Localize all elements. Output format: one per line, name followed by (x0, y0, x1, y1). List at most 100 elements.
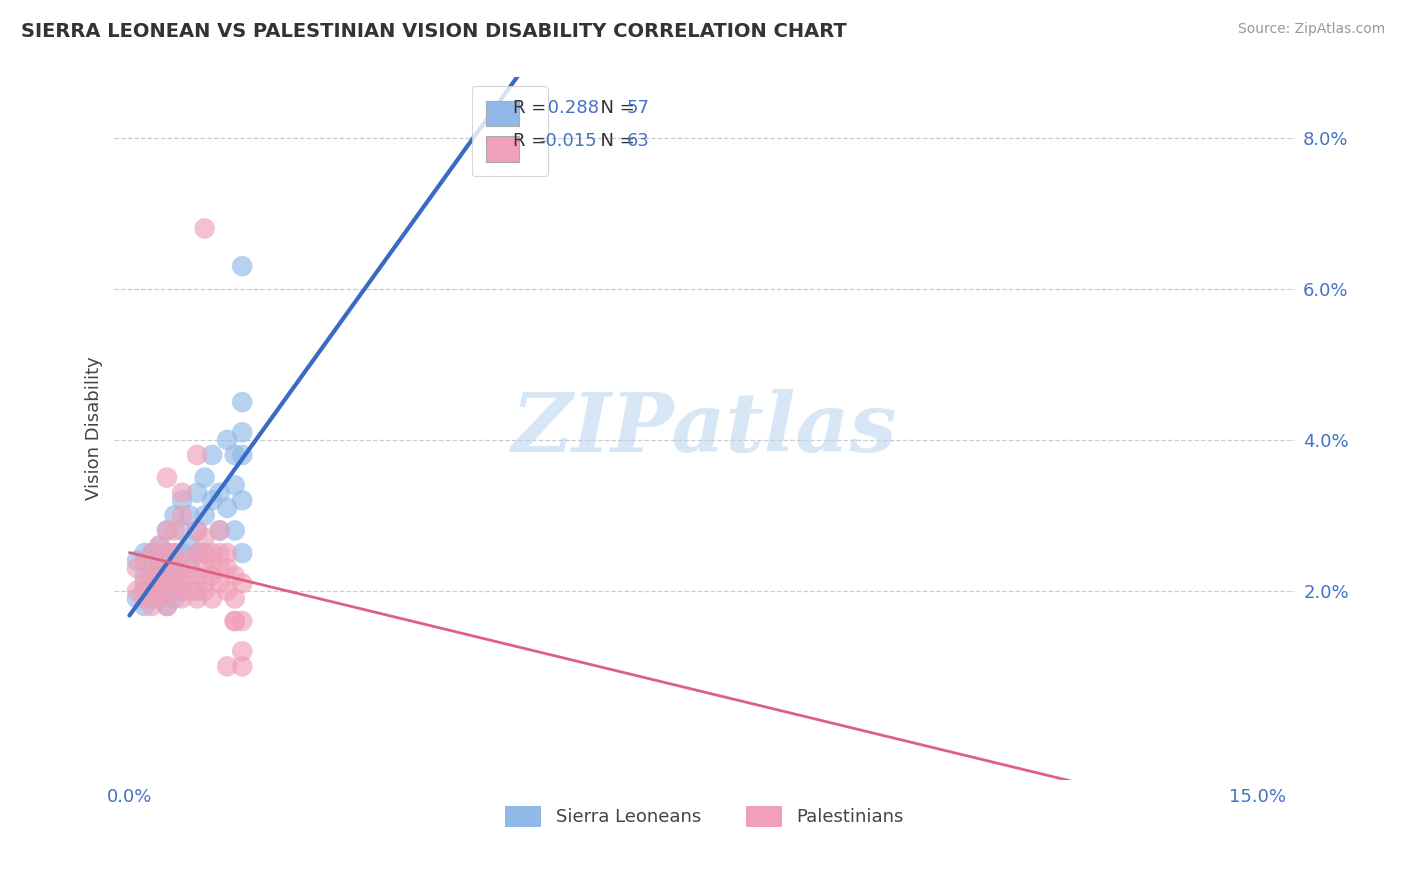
Point (141, 561, 163, 575)
Point (217, 659, 239, 673)
Point (156, 554, 179, 568)
Point (201, 554, 224, 568)
Point (156, 546, 179, 560)
Point (156, 470, 179, 484)
Text: N =: N = (589, 98, 641, 117)
Point (156, 524, 179, 538)
Point (163, 524, 186, 538)
Point (217, 500, 239, 515)
Point (186, 568, 208, 582)
Point (163, 568, 186, 582)
Point (194, 221, 217, 235)
Point (172, 561, 194, 575)
Point (172, 546, 194, 560)
Point (231, 259, 253, 273)
Point (125, 591, 148, 606)
Point (217, 583, 239, 598)
Text: Source: ZipAtlas.com: Source: ZipAtlas.com (1237, 22, 1385, 37)
Point (179, 508, 201, 523)
Text: SIERRA LEONEAN VS PALESTINIAN VISION DISABILITY CORRELATION CHART: SIERRA LEONEAN VS PALESTINIAN VISION DIS… (21, 22, 846, 41)
Point (148, 561, 170, 575)
Point (208, 546, 231, 560)
Point (134, 583, 156, 598)
Point (201, 546, 224, 560)
Point (156, 554, 179, 568)
Point (156, 599, 179, 613)
Point (194, 583, 217, 598)
Point (179, 539, 201, 553)
Point (224, 568, 246, 582)
Point (224, 448, 246, 462)
Legend: Sierra Leoneans, Palestinians: Sierra Leoneans, Palestinians (498, 798, 911, 834)
Point (172, 493, 194, 508)
Point (224, 478, 246, 492)
Point (156, 546, 179, 560)
Point (148, 568, 170, 582)
Point (186, 591, 208, 606)
Point (217, 561, 239, 575)
Point (201, 568, 224, 582)
Point (134, 554, 156, 568)
Point (208, 524, 231, 538)
Point (148, 591, 170, 606)
Point (186, 485, 208, 500)
Point (156, 576, 179, 591)
Point (156, 599, 179, 613)
Text: N =: N = (589, 131, 641, 150)
Point (224, 524, 246, 538)
Text: R =: R = (513, 98, 553, 117)
Point (125, 561, 148, 575)
Point (148, 583, 170, 598)
Point (172, 508, 194, 523)
Point (141, 546, 163, 560)
Point (148, 539, 170, 553)
Point (156, 524, 179, 538)
Text: -0.015: -0.015 (540, 131, 598, 150)
Point (134, 568, 156, 582)
Point (141, 591, 163, 606)
Point (194, 546, 217, 560)
Point (194, 508, 217, 523)
Point (186, 546, 208, 560)
Point (186, 546, 208, 560)
Point (141, 576, 163, 591)
Point (156, 568, 179, 582)
Point (224, 591, 246, 606)
Point (194, 470, 217, 484)
Point (179, 554, 201, 568)
Point (148, 554, 170, 568)
Point (201, 493, 224, 508)
Point (148, 568, 170, 582)
Point (172, 591, 194, 606)
Point (163, 546, 186, 560)
Point (125, 583, 148, 598)
Point (134, 591, 156, 606)
Text: 63: 63 (627, 131, 650, 150)
Text: 0.288: 0.288 (541, 98, 599, 117)
Point (148, 591, 170, 606)
Point (163, 508, 186, 523)
Point (186, 524, 208, 538)
Point (194, 561, 217, 575)
Text: 57: 57 (627, 98, 650, 117)
Point (231, 425, 253, 440)
Point (141, 583, 163, 598)
Point (217, 546, 239, 560)
Point (156, 583, 179, 598)
Point (134, 576, 156, 591)
Point (231, 659, 253, 673)
Point (163, 583, 186, 598)
Point (224, 614, 246, 628)
Point (148, 583, 170, 598)
Point (231, 576, 253, 591)
Point (163, 546, 186, 560)
Point (201, 448, 224, 462)
Point (163, 561, 186, 575)
Point (231, 395, 253, 409)
Point (125, 554, 148, 568)
Point (179, 583, 201, 598)
Point (224, 614, 246, 628)
Point (194, 576, 217, 591)
Point (163, 591, 186, 606)
Point (186, 448, 208, 462)
